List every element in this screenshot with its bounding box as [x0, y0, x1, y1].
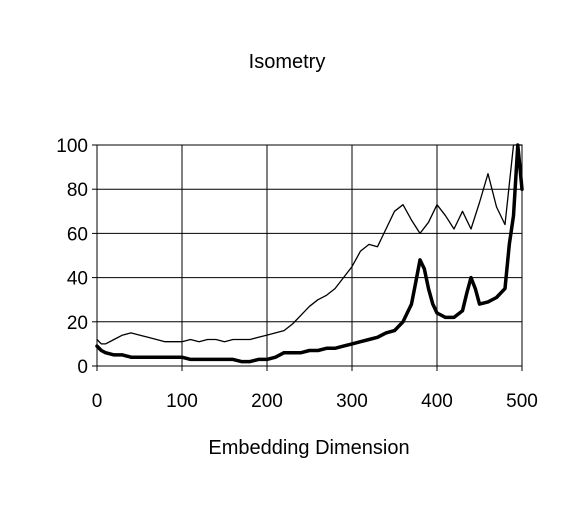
series-line-thick: [95, 143, 524, 364]
x-tick-label: 200: [251, 391, 283, 412]
y-tick-label: 60: [67, 224, 88, 245]
x-tick-label: 0: [92, 391, 103, 412]
y-axis-ticks: 0 20 40 60 80 100: [56, 136, 97, 378]
chart-title: Isometry: [249, 51, 326, 73]
y-tick-label: 40: [67, 269, 88, 290]
x-tick-label: 500: [506, 391, 538, 412]
grid: [96, 144, 523, 367]
x-tick-label: 300: [336, 391, 368, 412]
x-axis-ticks: 0 100 200 300 400 500: [92, 366, 538, 412]
x-tick-label: 100: [166, 391, 198, 412]
series-layer: [95, 143, 524, 364]
plot-area-frame: [96, 144, 523, 367]
series-line-thin: [96, 144, 523, 345]
x-axis-label: Embedding Dimension: [208, 437, 409, 459]
x-tick-label: 400: [421, 391, 453, 412]
y-tick-label: 0: [77, 357, 88, 378]
y-tick-label: 80: [67, 180, 88, 201]
y-tick-label: 100: [56, 136, 88, 157]
y-tick-label: 20: [67, 313, 88, 334]
